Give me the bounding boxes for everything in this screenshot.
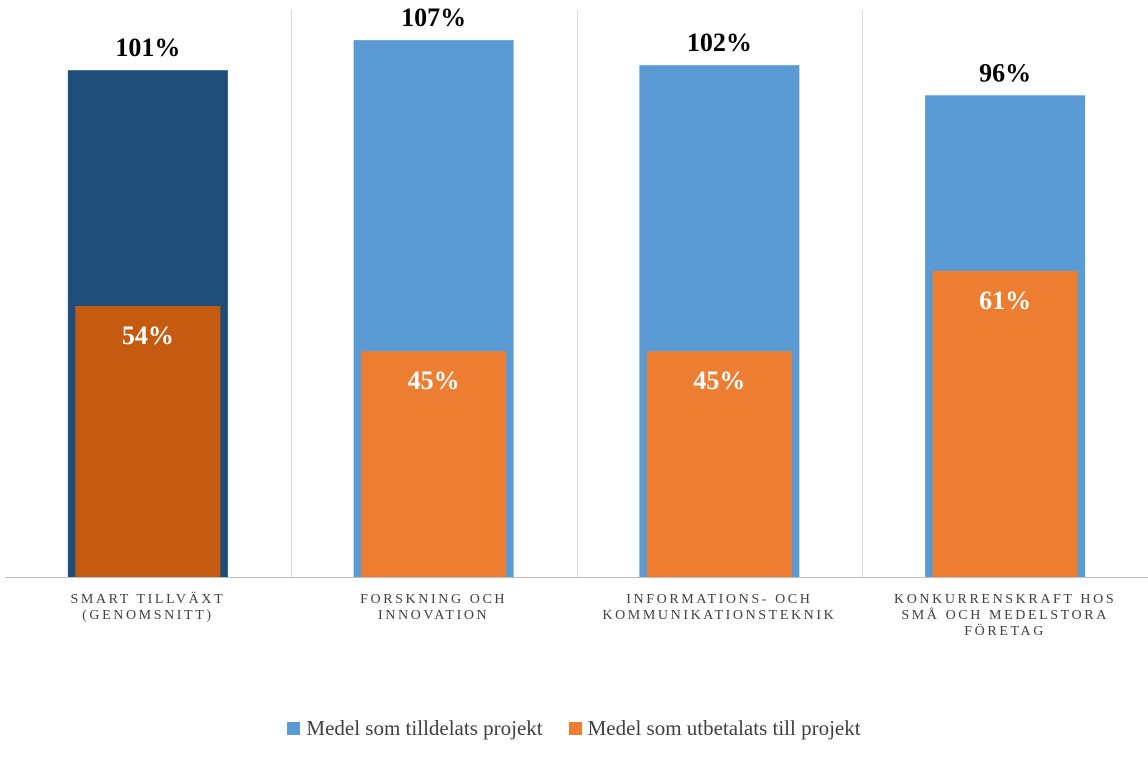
legend-label-allocated: Medel som tilldelats projekt (306, 716, 542, 741)
category-label: INNOVATION (378, 608, 489, 623)
category-label: KOMMUNIKATIONSTEKNIK (602, 608, 836, 623)
data-label-paid: 45% (693, 366, 745, 395)
data-label-paid: 45% (408, 366, 460, 395)
data-label-allocated: 102% (687, 28, 752, 57)
category-label: FORSKNING OCH (360, 592, 507, 607)
category-label: SMÅ OCH MEDELSTORA (901, 607, 1109, 623)
legend-item-allocated: Medel som tilldelats projekt (287, 716, 542, 741)
data-label-allocated: 96% (979, 58, 1031, 87)
category-label: INFORMATIONS- OCH (626, 592, 812, 607)
legend: Medel som tilldelats projekt Medel som u… (0, 716, 1148, 741)
data-label-allocated: 101% (115, 33, 180, 62)
category-label: (GENOMSNITT) (82, 608, 214, 623)
legend-swatch-paid (569, 722, 582, 735)
legend-swatch-allocated (287, 722, 300, 735)
bar-chart: 101% 54% SMART TILLVÄXT(GENOMSNITT) 107% 45%… (0, 0, 1148, 700)
bar-paid (933, 271, 1078, 577)
data-label-paid: 54% (122, 321, 174, 350)
category-label: SMART TILLVÄXT (71, 590, 226, 607)
data-label-allocated: 107% (401, 3, 466, 32)
data-label-paid: 61% (979, 286, 1031, 315)
category-label: FÖRETAG (964, 622, 1046, 639)
category-label: KONKURRENSKRAFT HOS (894, 592, 1116, 607)
legend-item-paid: Medel som utbetalats till projekt (569, 716, 861, 741)
legend-label-paid: Medel som utbetalats till projekt (588, 716, 861, 741)
